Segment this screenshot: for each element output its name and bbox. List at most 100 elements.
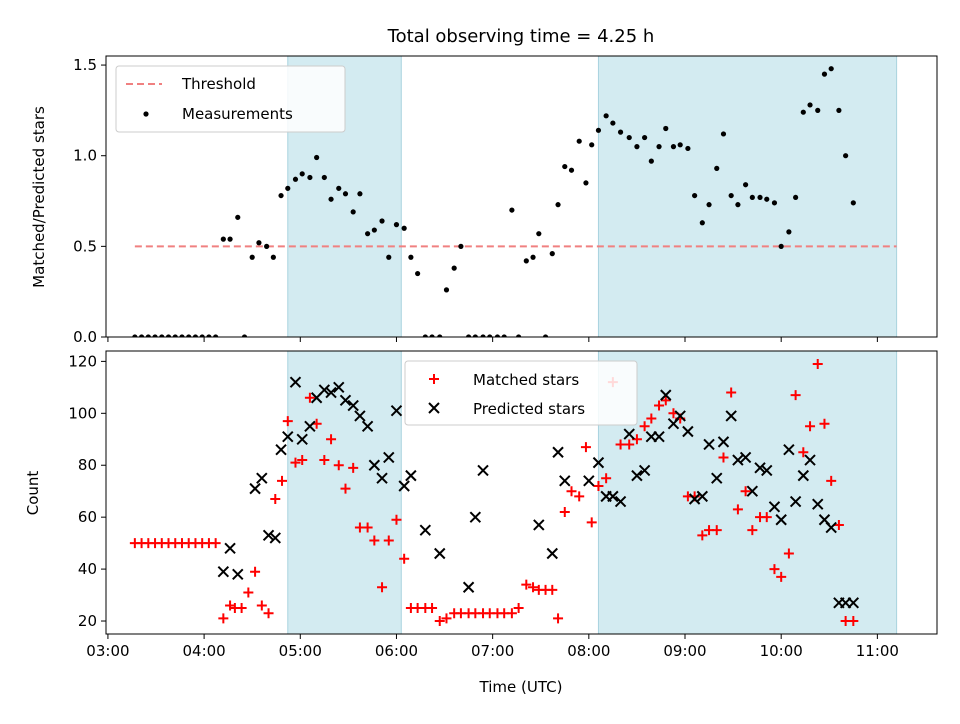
matched-stars-point	[282, 416, 293, 427]
matched-stars-point	[761, 512, 772, 523]
measurement-point	[642, 134, 648, 141]
x-tick-label: 07:00	[471, 642, 514, 660]
matched-stars-point	[790, 390, 801, 401]
x-axis-label: Time (UTC)	[479, 678, 563, 696]
measurement-point	[264, 243, 270, 249]
predicted-stars-point	[607, 490, 619, 503]
matched-stars-point	[574, 491, 585, 502]
x-tick-label: 04:00	[182, 642, 225, 660]
matched-stars-point	[660, 395, 671, 406]
matched-stars-point	[348, 462, 359, 473]
predicted-stars-point	[262, 529, 275, 542]
y-tick-label: 120	[68, 352, 97, 370]
measurement-point	[249, 254, 255, 260]
matched-stars-point	[383, 535, 394, 546]
measurement-point	[562, 163, 568, 170]
predicted-stars-point	[383, 451, 395, 464]
measurement-point	[494, 334, 501, 337]
matched-stars-point	[377, 582, 388, 593]
y-tick-label: 20	[78, 612, 97, 630]
top-y-axis-label: Matched/Predicted stars	[30, 106, 48, 288]
measurement-point	[728, 192, 734, 199]
matched-stars-point	[833, 519, 844, 530]
legend-label: Measurements	[182, 105, 293, 123]
matched-stars-point	[848, 616, 859, 627]
matched-stars-point	[362, 522, 373, 533]
x-tick-label: 06:00	[375, 642, 418, 660]
predicted-stars-point	[269, 532, 281, 544]
matched-stars-point	[333, 460, 344, 471]
measurement-point	[555, 202, 561, 208]
matched-stars-point	[304, 392, 315, 403]
matched-stars-point	[586, 517, 597, 528]
matched-stars-point	[697, 530, 708, 541]
measurement-point	[179, 334, 185, 337]
measurement-point	[314, 154, 320, 161]
axes-frame	[105, 350, 938, 635]
matched-stars-point	[434, 616, 445, 627]
predicted-stars-point	[318, 384, 331, 396]
predicted-stars-point	[638, 464, 651, 477]
x-tick-label: 10:00	[760, 642, 803, 660]
predicted-stars-point	[653, 430, 665, 443]
matched-stars-point	[243, 587, 254, 598]
measurement-point	[663, 125, 669, 132]
matched-stars-point	[340, 483, 351, 494]
predicted-stars-point	[325, 386, 337, 399]
matched-stars-point	[236, 603, 247, 614]
measurement-point	[735, 202, 741, 208]
matched-stars-point	[601, 473, 612, 484]
matched-stars-point	[513, 603, 524, 614]
predicted-stars-point	[696, 490, 709, 503]
measurement-point	[516, 334, 522, 337]
matched-stars-point	[747, 525, 758, 536]
measurement-point	[714, 165, 720, 171]
measurement-point	[408, 254, 414, 260]
predicted-stars-point	[623, 428, 635, 440]
predicted-stars-point	[275, 443, 287, 456]
measurement-point	[145, 334, 151, 337]
measurement-point	[241, 334, 248, 337]
matched-stars-point	[559, 506, 570, 517]
predicted-stars-point	[725, 410, 737, 422]
measurement-point	[379, 218, 385, 224]
y-tick-label: 80	[78, 456, 97, 474]
predicted-stars-point	[754, 462, 766, 474]
matched-stars-point	[812, 358, 823, 369]
measurement-point	[610, 120, 616, 126]
predicted-stars-point	[390, 405, 403, 417]
measurement-point	[568, 167, 575, 173]
measurement-point	[292, 176, 299, 182]
predicted-stars-point	[232, 568, 244, 580]
predicted-stars-point	[711, 472, 723, 484]
predicted-stars-point	[592, 456, 605, 469]
matched-stars-point	[210, 538, 221, 549]
predicted-stars-point	[559, 475, 571, 487]
matched-stars-point	[646, 413, 657, 424]
predicted-stars-point	[333, 381, 345, 394]
observing-window-2	[597, 55, 898, 338]
measurement-point	[152, 334, 158, 337]
measurement-point	[843, 153, 849, 159]
predicted-stars-point	[296, 433, 308, 445]
matched-stars-point	[297, 455, 308, 466]
measurement-point	[670, 144, 677, 150]
measurement-point	[365, 231, 371, 237]
legend-box	[404, 360, 638, 426]
measurement-point	[371, 227, 377, 233]
predicted-stars-point	[282, 430, 294, 443]
matched-stars-point	[826, 475, 837, 486]
predicted-stars-point	[405, 469, 417, 482]
measurement-point	[589, 142, 595, 148]
predicted-stars-point	[477, 464, 489, 477]
matched-stars-point	[277, 475, 288, 486]
measurement-point	[220, 236, 226, 242]
matched-stars-point	[639, 421, 650, 432]
matched-stars-point	[615, 439, 626, 450]
x-tick-label: 11:00	[856, 642, 899, 660]
legend: Matched stars Predicted stars	[404, 360, 638, 426]
measurement-point	[617, 129, 624, 135]
measurement-point	[677, 142, 683, 148]
predicted-stars-point	[768, 501, 781, 513]
